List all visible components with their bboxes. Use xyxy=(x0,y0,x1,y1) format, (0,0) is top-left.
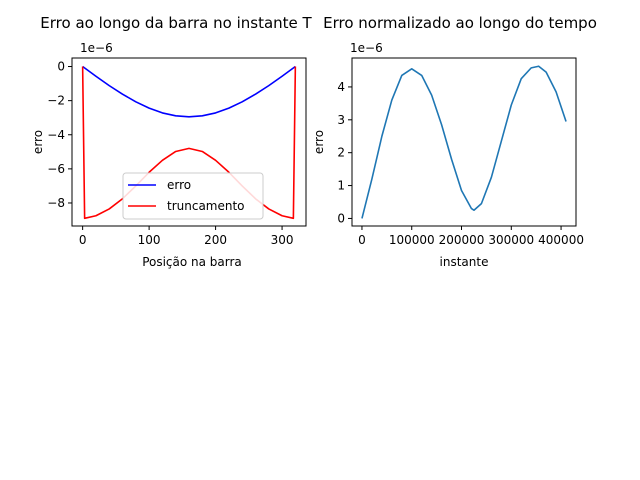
x-tick-label: 100000 xyxy=(389,233,435,247)
y-tick-label: 0 xyxy=(57,60,65,74)
y-tick-label: −4 xyxy=(47,128,65,142)
y-axis-label: erro xyxy=(312,130,326,154)
y-offset-label: 1e−6 xyxy=(350,41,383,55)
x-tick-label: 300000 xyxy=(488,233,534,247)
y-tick-label: 0 xyxy=(337,211,345,225)
y-offset-label: 1e−6 xyxy=(80,41,113,55)
y-axis-label: erro xyxy=(31,130,45,154)
y-tick-label: 4 xyxy=(337,80,345,94)
x-tick-label: 0 xyxy=(358,233,366,247)
x-axis-label: instante xyxy=(440,255,489,269)
x-tick-label: 400000 xyxy=(538,233,584,247)
chart-title: Erro normalizado ao longo do tempo xyxy=(323,14,597,32)
series-line-erro xyxy=(82,65,296,118)
series-group xyxy=(81,65,297,220)
x-axis-ticks: 0 100000 200000 300000 400000 xyxy=(358,226,584,247)
chart-title: Erro ao longo da barra no instante T xyxy=(40,14,312,32)
y-tick-label: −8 xyxy=(47,196,65,210)
x-axis-label: Posição na barra xyxy=(142,255,242,269)
y-tick-label: −6 xyxy=(47,162,65,176)
chart-normalized-error-over-time: Erro normalizado ao longo do tempo 1e−6 … xyxy=(312,14,597,269)
y-tick-label: 1 xyxy=(337,179,345,193)
legend-label-truncamento: truncamento xyxy=(167,199,245,213)
x-tick-label: 0 xyxy=(79,233,87,247)
series-group xyxy=(361,65,567,219)
legend: erro truncamento xyxy=(122,172,264,220)
legend-box xyxy=(122,172,264,220)
legend-label-erro: erro xyxy=(167,178,191,192)
y-axis-ticks: 0 −2 −4 −6 −8 xyxy=(47,60,72,210)
series-line-truncamento xyxy=(81,66,297,220)
x-tick-label: 200 xyxy=(204,233,227,247)
x-axis-ticks: 0 100 200 300 xyxy=(79,226,294,247)
y-tick-label: 2 xyxy=(337,146,345,160)
x-tick-label: 100 xyxy=(138,233,161,247)
x-tick-label: 200000 xyxy=(439,233,485,247)
x-tick-label: 300 xyxy=(271,233,294,247)
series-line xyxy=(361,65,567,219)
y-tick-label: −2 xyxy=(47,94,65,108)
plot-frame xyxy=(71,57,307,227)
y-tick-label: 3 xyxy=(337,113,345,127)
plot-frame xyxy=(351,57,577,227)
chart-error-along-bar: Erro ao longo da barra no instante T 1e−… xyxy=(31,14,313,269)
y-axis-ticks: 0 1 2 3 4 xyxy=(337,80,352,225)
